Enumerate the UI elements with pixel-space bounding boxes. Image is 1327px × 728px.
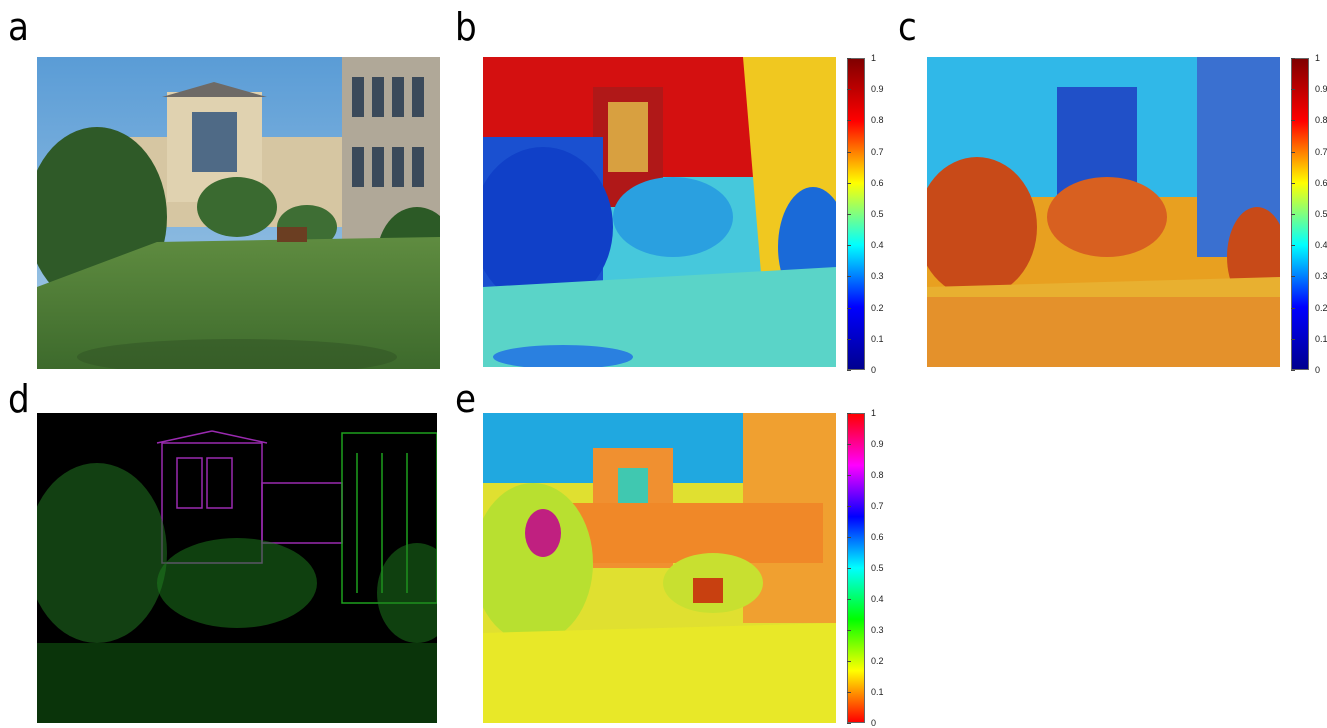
colorbar-tick-mark [847,692,851,693]
colorbar-tick-label: 0.1 [871,334,884,344]
colorbar-tick-label: 0.3 [1315,271,1327,281]
colorbar-tick-mark [847,339,851,340]
colorbar-tick-mark [847,723,851,724]
colorbar-tick-mark [847,568,851,569]
colorbar-tick-mark [847,537,851,538]
colorbar-tick-label: 0.7 [1315,147,1327,157]
colorbar-tick-label: 0.9 [871,439,884,449]
edge-map-d [37,413,437,723]
map-c [927,57,1280,367]
colorbar-tick-mark [1291,58,1295,59]
colorbar-tick-label: 0.2 [871,656,884,666]
colorbar-tick-label: 0.8 [871,115,884,125]
colorbar-tick-label: 0.2 [871,303,884,313]
colorbar-tick-mark [1291,152,1295,153]
colorbar-tick-label: 0 [1315,365,1321,375]
colorbar-tick-mark [1291,245,1295,246]
colorbar-tick-mark [847,413,851,414]
colorbar-tick-label: 0.5 [871,209,884,219]
colorbar-tick-mark [1291,214,1295,215]
colorbar-tick-mark [847,89,851,90]
panel-label-e: e [455,377,477,421]
panel-label-a: a [8,5,29,49]
photo-original [37,57,440,369]
panel-label-c: c [898,5,917,49]
colorbar-tick-mark [1291,276,1295,277]
map-e [483,413,836,723]
colorbar-tick-mark [847,276,851,277]
colorbar-tick-label: 0.8 [1315,115,1327,125]
colorbar-tick-label: 0.4 [1315,240,1327,250]
colorbar-tick-mark [1291,183,1295,184]
colorbar-tick-mark [847,120,851,121]
colorbar-tick-mark [1291,339,1295,340]
colorbar-tick-mark [847,308,851,309]
colorbar-tick-mark [847,475,851,476]
colorbar-tick-mark [1291,89,1295,90]
colorbar-tick-label: 0.6 [871,178,884,188]
colorbar-tick-mark [847,599,851,600]
colorbar-tick-label: 0.3 [871,625,884,635]
colorbar-tick-mark [847,152,851,153]
colorbar-tick-mark [847,661,851,662]
colorbar-tick-label: 1 [871,53,877,63]
colorbar-tick-mark [847,444,851,445]
colorbar-tick-label: 0.1 [1315,334,1327,344]
colorbar-tick-mark [847,245,851,246]
colorbar-tick-mark [847,506,851,507]
colorbar-tick-mark [847,183,851,184]
colorbar-tick-label: 1 [871,408,877,418]
colorbar-tick-label: 0.3 [871,271,884,281]
colorbar-tick-label: 1 [1315,53,1321,63]
colorbar-tick-label: 0.7 [871,501,884,511]
colorbar-tick-label: 0 [871,365,877,375]
colorbar-tick-label: 0.9 [1315,84,1327,94]
colorbar-tick-label: 0.4 [871,240,884,250]
colorbar-tick-label: 0.2 [1315,303,1327,313]
panel-label-b: b [455,5,477,49]
colorbar-tick-mark [1291,308,1295,309]
map-b [483,57,836,367]
colorbar-tick-label: 0.5 [1315,209,1327,219]
colorbar-tick-mark [847,214,851,215]
colorbar-tick-mark [847,58,851,59]
colorbar-tick-label: 0.8 [871,470,884,480]
colorbar-tick-mark [847,630,851,631]
colorbar-tick-label: 0 [871,718,877,728]
colorbar-tick-mark [1291,370,1295,371]
colorbar-tick-label: 0.6 [1315,178,1327,188]
colorbar-tick-label: 0.1 [871,687,884,697]
colorbar-tick-label: 0.4 [871,594,884,604]
colorbar-tick-label: 0.9 [871,84,884,94]
panel-label-d: d [8,377,30,421]
colorbar-tick-label: 0.6 [871,532,884,542]
colorbar-tick-label: 0.5 [871,563,884,573]
colorbar-tick-mark [1291,120,1295,121]
colorbar-tick-mark [847,370,851,371]
colorbar-tick-label: 0.7 [871,147,884,157]
